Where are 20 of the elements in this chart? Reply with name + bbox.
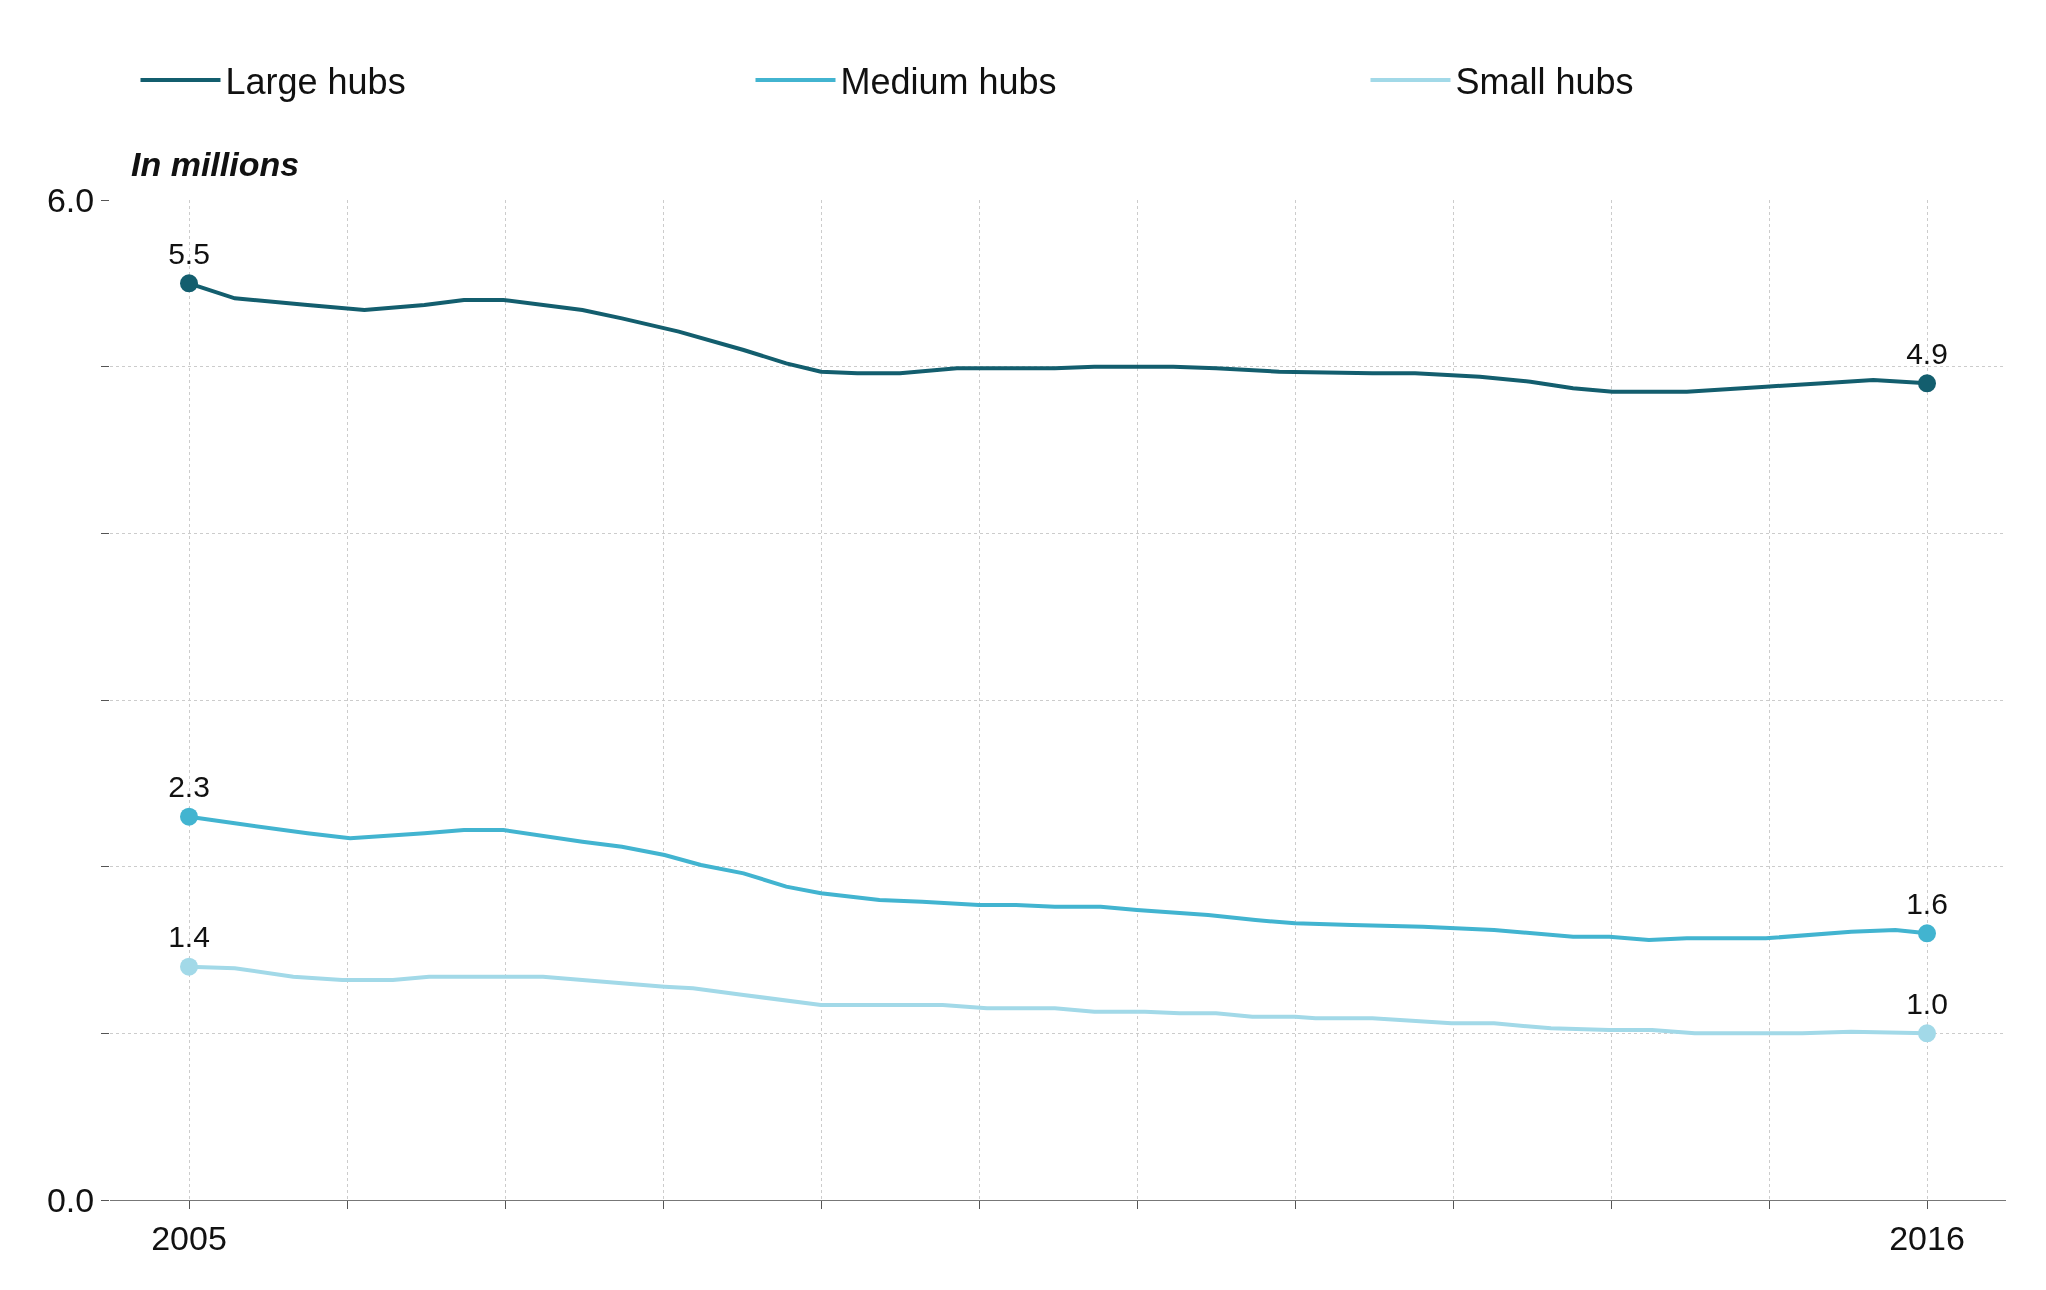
data-label: 5.5 [168,236,210,270]
data-label: 1.6 [1906,886,1948,920]
legend-label: Large hubs [225,60,406,102]
data-label: 1.0 [1906,986,1948,1020]
point [180,807,198,826]
point [1918,374,1936,393]
point [1918,1024,1936,1043]
legend-label: Medium hubs [840,60,1057,102]
x-tick-label: 2005 [151,1218,227,1257]
legend-label: Small hubs [1455,60,1634,102]
data-label: 1.4 [168,919,210,953]
x-tick-label: 2016 [1889,1218,1965,1257]
y-axis-title: In millions [131,145,300,183]
data-label: 2.3 [168,769,210,803]
point [180,957,198,976]
y-tick-label: 0.0 [46,1180,95,1219]
y-tick-label: 6.0 [46,180,95,219]
point [1918,924,1936,943]
data-label: 4.9 [1906,336,1948,370]
point [180,274,198,293]
